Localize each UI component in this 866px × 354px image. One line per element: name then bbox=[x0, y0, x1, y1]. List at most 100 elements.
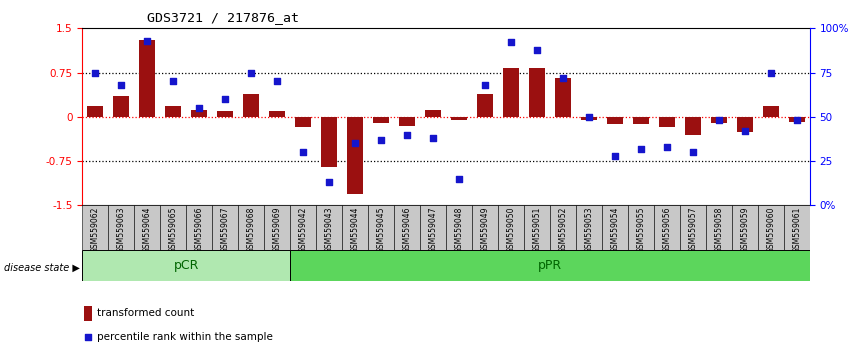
Point bbox=[452, 176, 466, 182]
Bar bbox=[160, 205, 186, 250]
Bar bbox=[108, 205, 134, 250]
Point bbox=[712, 118, 726, 123]
Bar bbox=[165, 106, 181, 117]
Bar bbox=[555, 79, 571, 117]
Text: disease state ▶: disease state ▶ bbox=[4, 262, 81, 272]
Point bbox=[530, 47, 544, 52]
Text: GSM559057: GSM559057 bbox=[688, 207, 697, 253]
Bar bbox=[290, 205, 316, 250]
Point bbox=[790, 118, 804, 123]
Bar bbox=[680, 205, 706, 250]
Point bbox=[660, 144, 674, 150]
Bar bbox=[85, 306, 92, 321]
Point bbox=[374, 137, 388, 143]
Bar bbox=[425, 110, 441, 117]
Text: GSM559043: GSM559043 bbox=[325, 207, 333, 253]
Bar bbox=[139, 40, 155, 117]
Point bbox=[504, 40, 518, 45]
Bar bbox=[706, 205, 732, 250]
Point bbox=[348, 141, 362, 146]
Point bbox=[686, 149, 700, 155]
Bar bbox=[113, 96, 129, 117]
Bar bbox=[87, 106, 103, 117]
Text: transformed count: transformed count bbox=[97, 308, 195, 318]
Point bbox=[166, 79, 180, 84]
Point bbox=[738, 128, 752, 134]
Point bbox=[322, 179, 336, 185]
Text: GSM559051: GSM559051 bbox=[533, 207, 541, 253]
Bar bbox=[264, 205, 290, 250]
Bar bbox=[295, 117, 311, 127]
Text: GSM559058: GSM559058 bbox=[714, 207, 723, 253]
Text: GSM559042: GSM559042 bbox=[299, 207, 307, 253]
Bar bbox=[602, 205, 628, 250]
Bar bbox=[758, 205, 784, 250]
Text: GSM559062: GSM559062 bbox=[91, 207, 100, 253]
Bar bbox=[576, 205, 602, 250]
Point bbox=[296, 149, 310, 155]
Bar bbox=[316, 205, 342, 250]
Point bbox=[88, 70, 102, 75]
Text: GSM559045: GSM559045 bbox=[377, 207, 385, 253]
Bar bbox=[446, 205, 472, 250]
Bar bbox=[420, 205, 446, 250]
Bar bbox=[607, 117, 623, 124]
Point bbox=[426, 135, 440, 141]
Point bbox=[218, 96, 232, 102]
Point bbox=[582, 114, 596, 120]
Point bbox=[81, 334, 95, 340]
Text: GSM559069: GSM559069 bbox=[273, 207, 281, 253]
Point bbox=[140, 38, 154, 44]
Text: GSM559055: GSM559055 bbox=[637, 207, 645, 253]
Bar bbox=[82, 205, 108, 250]
Text: GSM559064: GSM559064 bbox=[143, 207, 152, 253]
Text: GSM559050: GSM559050 bbox=[507, 207, 515, 253]
Text: GSM559048: GSM559048 bbox=[455, 207, 463, 253]
Bar bbox=[186, 205, 212, 250]
Bar bbox=[524, 205, 550, 250]
Bar bbox=[477, 95, 493, 117]
Bar bbox=[633, 117, 649, 124]
Text: GSM559067: GSM559067 bbox=[221, 207, 229, 253]
Bar bbox=[711, 117, 727, 123]
Text: GSM559068: GSM559068 bbox=[247, 207, 255, 253]
Bar bbox=[269, 111, 285, 117]
Text: GSM559054: GSM559054 bbox=[611, 207, 619, 253]
Bar bbox=[347, 117, 363, 194]
Text: GSM559060: GSM559060 bbox=[766, 207, 775, 253]
Text: pCR: pCR bbox=[173, 259, 199, 272]
Text: GSM559063: GSM559063 bbox=[117, 207, 126, 253]
Text: GSM559066: GSM559066 bbox=[195, 207, 204, 253]
Bar bbox=[529, 68, 545, 117]
Point bbox=[192, 105, 206, 111]
Text: GSM559059: GSM559059 bbox=[740, 207, 749, 253]
Bar bbox=[191, 110, 207, 117]
Bar bbox=[472, 205, 498, 250]
Text: GSM559056: GSM559056 bbox=[662, 207, 671, 253]
Bar bbox=[394, 205, 420, 250]
Bar bbox=[399, 117, 415, 126]
Point bbox=[478, 82, 492, 88]
Point bbox=[244, 70, 258, 75]
Bar bbox=[685, 117, 701, 135]
Point bbox=[556, 75, 570, 81]
Bar bbox=[243, 95, 259, 117]
Text: GDS3721 / 217876_at: GDS3721 / 217876_at bbox=[147, 11, 300, 24]
Bar bbox=[628, 205, 654, 250]
Bar bbox=[321, 117, 337, 167]
Bar bbox=[290, 250, 810, 281]
Point bbox=[114, 82, 128, 88]
Bar bbox=[581, 117, 597, 120]
Text: GSM559052: GSM559052 bbox=[559, 207, 567, 253]
Bar bbox=[238, 205, 264, 250]
Text: percentile rank within the sample: percentile rank within the sample bbox=[97, 332, 274, 342]
Point bbox=[608, 153, 622, 159]
Text: GSM559046: GSM559046 bbox=[403, 207, 411, 253]
Bar bbox=[763, 106, 779, 117]
Bar bbox=[217, 111, 233, 117]
Text: GSM559065: GSM559065 bbox=[169, 207, 178, 253]
Bar bbox=[784, 205, 810, 250]
Bar bbox=[503, 68, 519, 117]
Point bbox=[634, 146, 648, 152]
Bar bbox=[212, 205, 238, 250]
